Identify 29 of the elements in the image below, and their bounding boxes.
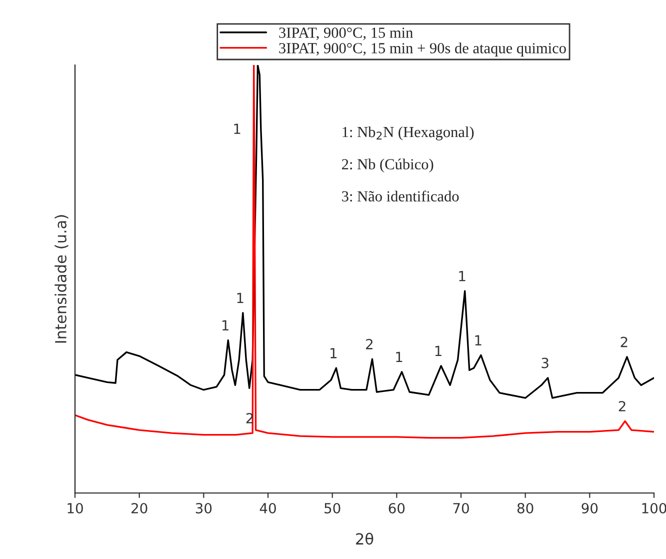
x-tick-label: 20 bbox=[132, 502, 148, 514]
legend-label: 3IPAT, 900°C, 15 min bbox=[279, 28, 413, 40]
x-tick-label: 80 bbox=[517, 502, 534, 514]
x-tick-label: 70 bbox=[453, 502, 469, 514]
x-tick-label: 40 bbox=[260, 502, 276, 514]
y-axis-title: Intensidade (u.a) bbox=[54, 215, 68, 343]
annotation: 1 bbox=[459, 271, 466, 282]
annotation: 1: Nb$_{2}$N (Hexagonal) bbox=[342, 126, 474, 140]
annotation: 3 bbox=[542, 358, 548, 368]
annotation: 1 bbox=[222, 320, 228, 330]
x-tick-label: 90 bbox=[582, 502, 598, 514]
x-axis-title: 2θ bbox=[356, 532, 374, 545]
annotation: 1 bbox=[435, 346, 442, 356]
annotation: 1 bbox=[237, 292, 244, 303]
annotation: 2 bbox=[366, 338, 372, 350]
x-tick-label: 60 bbox=[388, 502, 405, 514]
x-tick-label: 50 bbox=[324, 502, 340, 514]
annotation: 1 bbox=[396, 352, 402, 362]
annotation: 1 bbox=[475, 335, 482, 346]
annotation: 1 bbox=[330, 348, 337, 358]
x-tick-label: 100 bbox=[642, 502, 666, 514]
annotation: 2: Nb (Cúbico) bbox=[342, 158, 434, 173]
annotation: 3: Não identificado bbox=[342, 190, 459, 202]
x-tick-label: 30 bbox=[196, 502, 212, 514]
annotation: 2 bbox=[618, 400, 626, 412]
annotation: 1 bbox=[234, 124, 240, 134]
annotation: 2 bbox=[620, 336, 628, 348]
legend-label: 3IPAT, 900°C, 15 min + 90s de ataque quimico bbox=[279, 42, 566, 56]
x-tick-label: 10 bbox=[68, 502, 83, 514]
